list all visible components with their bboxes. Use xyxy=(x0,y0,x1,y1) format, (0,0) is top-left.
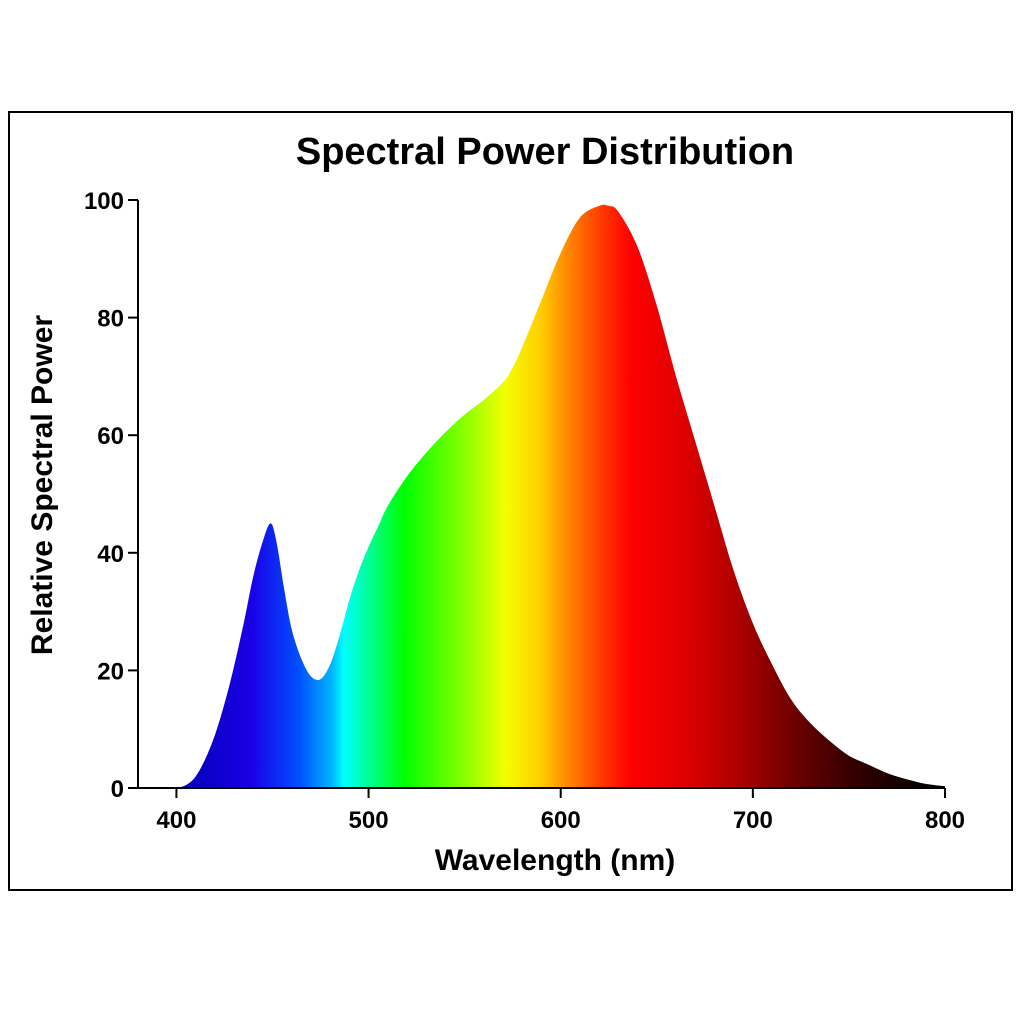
axes: 0 20 40 60 80 100 400 500 600 700 800 xyxy=(84,188,965,834)
y-axis-label: Relative Spectral Power xyxy=(26,315,59,655)
chart-title: Spectral Power Distribution xyxy=(296,131,794,173)
y-tick-label: 100 xyxy=(84,188,124,215)
x-tick-label: 500 xyxy=(349,807,389,834)
y-tick-label: 40 xyxy=(97,541,124,568)
x-tick-label: 800 xyxy=(925,807,965,834)
y-tick-label: 0 xyxy=(111,776,124,803)
y-tick-label: 20 xyxy=(97,658,124,685)
spectrum-area xyxy=(138,204,945,788)
x-tick-label: 400 xyxy=(156,807,196,834)
y-tick-label: 80 xyxy=(97,306,124,333)
x-axis-label: Wavelength (nm) xyxy=(435,844,676,877)
x-tick-label: 600 xyxy=(541,807,581,834)
y-tick-label: 60 xyxy=(97,423,124,450)
x-tick-label: 700 xyxy=(733,807,773,834)
